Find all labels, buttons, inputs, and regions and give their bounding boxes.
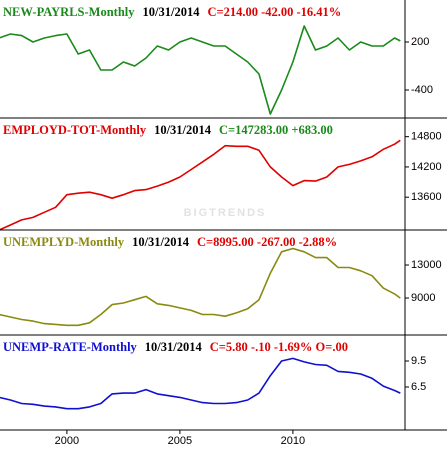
y-tick-label: 14800 [411, 131, 442, 143]
title-part: EMPLOYD-TOT-Monthly [3, 123, 147, 137]
title-part: C=5.80 -.10 -1.69% O=.00 [210, 340, 348, 354]
x-tick-label: 2000 [55, 435, 79, 447]
title-part: C=214.00 -42.00 -16.41% [207, 5, 341, 19]
y-tick-label: 13600 [411, 191, 442, 203]
title-part: C=8995.00 -267.00 -2.88% [197, 235, 337, 249]
series-line [0, 25, 401, 115]
y-tick-label: 9.5 [411, 355, 426, 367]
title-part: 10/31/2014 [143, 5, 201, 19]
y-tick-label: 9000 [411, 292, 435, 304]
title-part: UNEMP-RATE-Monthly [3, 340, 138, 354]
watermark: BIGTRENDS [184, 207, 267, 219]
y-tick-label: 200 [411, 36, 429, 48]
title-part: 10/31/2014 [154, 123, 212, 137]
series-line [0, 357, 401, 410]
panel-title: UNEMP-RATE-Monthly 10/31/2014 C=5.80 -.10 … [3, 340, 348, 354]
title-part: 10/31/2014 [132, 235, 190, 249]
y-tick-label: 14200 [411, 161, 442, 173]
series-line [0, 139, 401, 231]
title-part: C=147283.00 +683.00 [219, 123, 333, 137]
panel-title: EMPLOYD-TOT-Monthly 10/31/2014 C=147283.00… [3, 123, 333, 137]
x-tick-label: 2005 [168, 435, 192, 447]
panel-title: NEW-PAYRLS-Monthly 10/31/2014 C=214.00 -42… [3, 5, 341, 19]
series-line [0, 247, 401, 327]
title-part: NEW-PAYRLS-Monthly [3, 5, 135, 19]
panel-title: UNEMPLYD-Monthly 10/31/2014 C=8995.00 -267… [3, 235, 337, 249]
y-tick-label: 6.5 [411, 381, 426, 393]
y-tick-label: 13000 [411, 259, 442, 271]
y-tick-label: -400 [411, 84, 433, 96]
title-part: 10/31/2014 [145, 340, 203, 354]
title-part: UNEMPLYD-Monthly [3, 235, 125, 249]
x-tick-label: 2010 [281, 435, 305, 447]
